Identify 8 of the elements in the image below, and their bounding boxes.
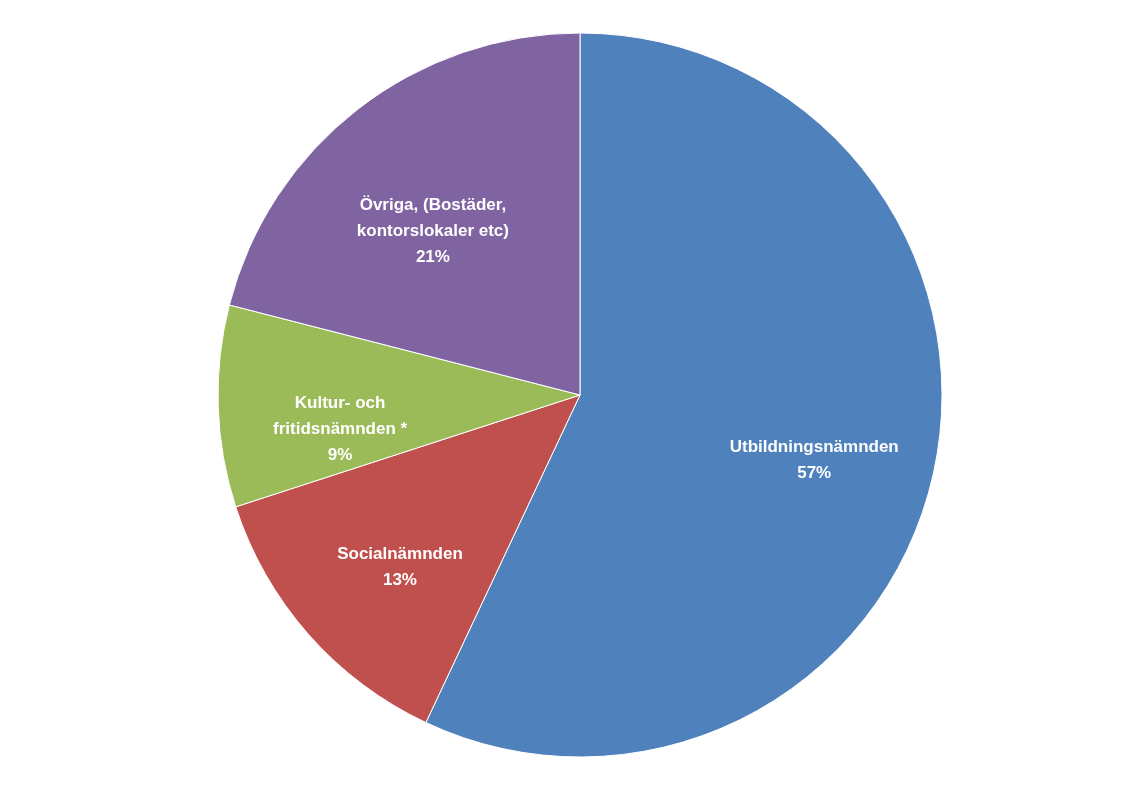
- slice-label: Övriga, (Bostäder, kontorslokaler etc): [356, 195, 509, 241]
- data-label: 9%: [327, 444, 353, 464]
- slice-label: Kultur- och fritidsnämnden *: [273, 392, 408, 438]
- slice-label: Socialnämnden: [337, 543, 463, 563]
- slice-label: Utbildningsnämnden: [729, 437, 899, 457]
- data-label: 21%: [415, 247, 450, 267]
- data-label: 13%: [382, 569, 417, 589]
- data-label: 57%: [797, 463, 832, 483]
